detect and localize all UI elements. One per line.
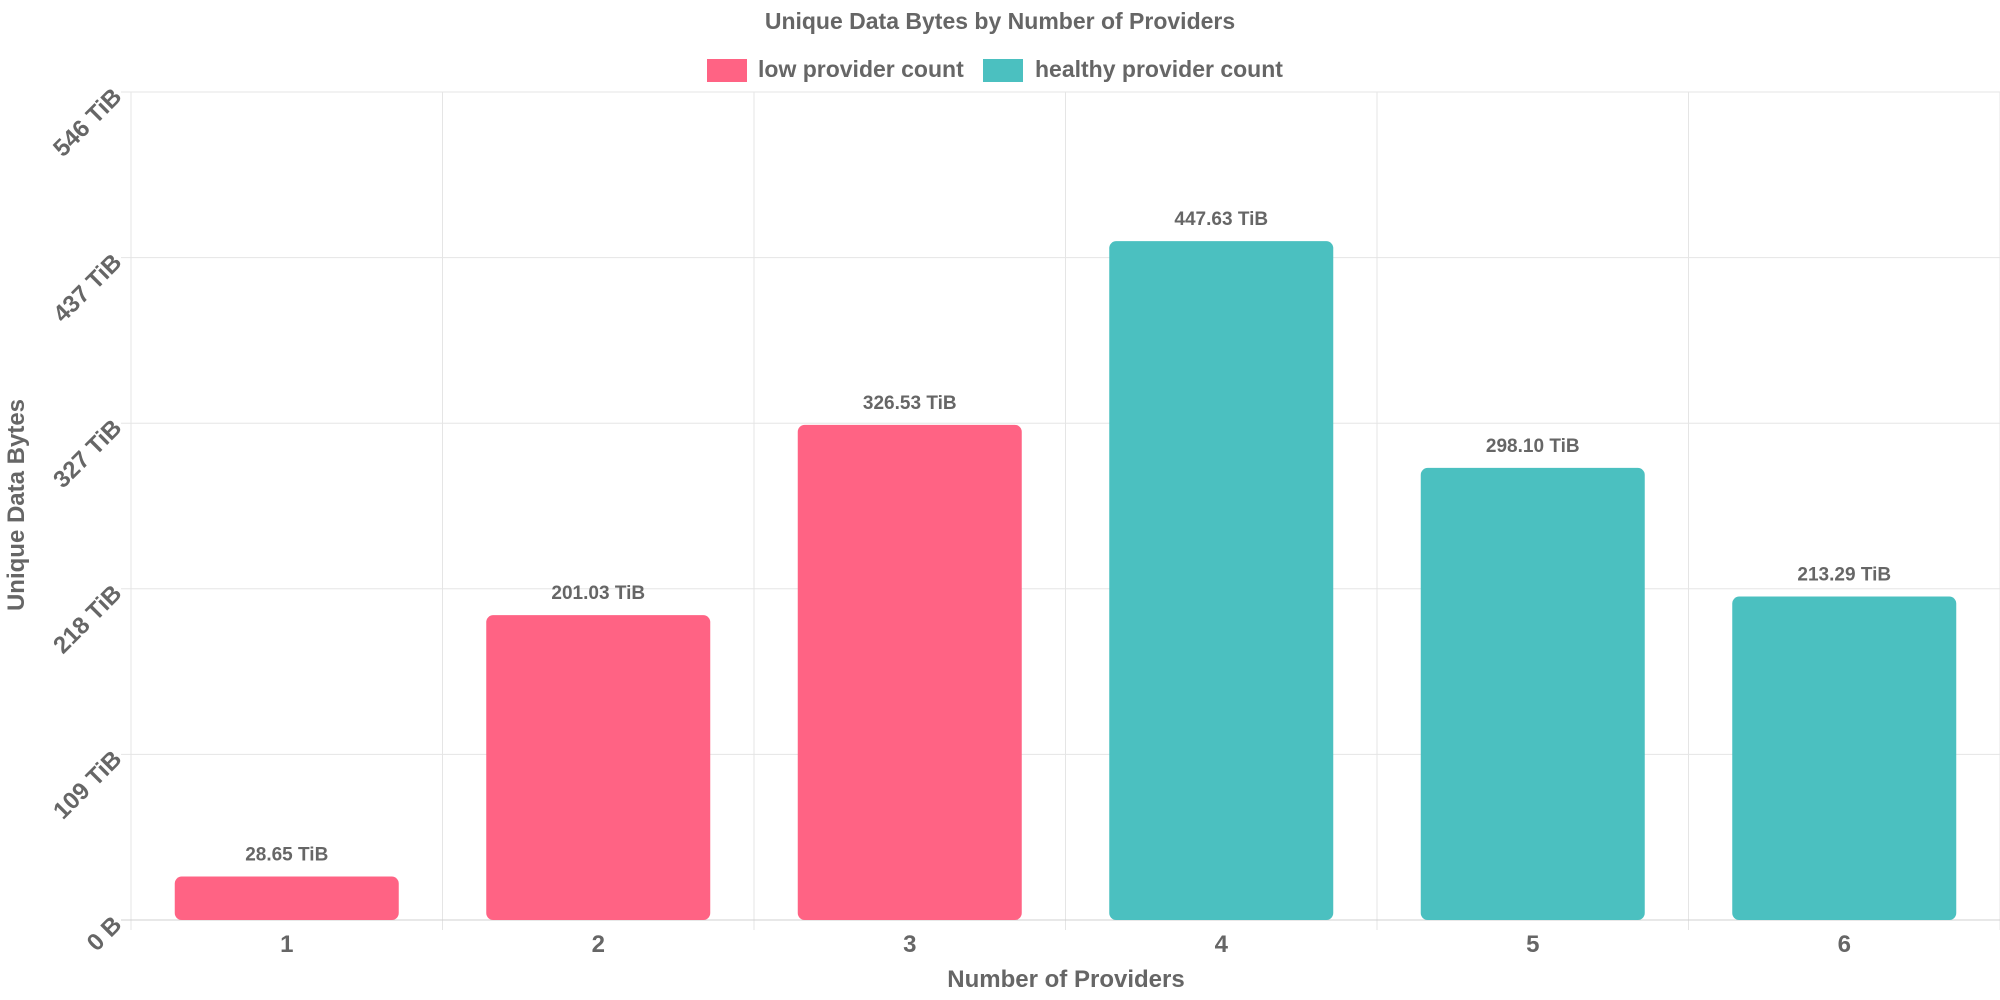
x-tick-label: 6 — [1838, 931, 1851, 958]
bar — [1732, 596, 1957, 920]
legend-swatch-low[interactable] — [707, 59, 747, 82]
legend-label-healthy[interactable]: healthy provider count — [1035, 56, 1283, 82]
x-tick-label: 4 — [1215, 931, 1229, 958]
data-label: 298.10 TiB — [1486, 436, 1580, 457]
y-tick-label: 437 TiB — [48, 249, 127, 328]
data-label: 201.03 TiB — [551, 583, 645, 604]
x-tick-label: 3 — [903, 931, 916, 958]
y-tick-labels: 0 B 109 TiB 218 TiB 327 TiB 437 TiB 546 TiB — [48, 83, 127, 957]
bars — [174, 241, 1957, 920]
y-axis-title: Unique Data Bytes — [3, 399, 30, 611]
y-tick-label: 0 B — [82, 911, 128, 957]
data-label: 28.65 TiB — [245, 845, 328, 866]
bar — [1109, 241, 1334, 920]
y-gridlines — [121, 91, 2000, 921]
data-label: 213.29 TiB — [1797, 565, 1891, 586]
data-labels: 28.65 TiB 201.03 TiB 326.53 TiB 447.63 TiB 2… — [245, 209, 1891, 865]
y-tick-label: 218 TiB — [48, 580, 127, 659]
legend: low provider count healthy provider coun… — [707, 56, 1283, 82]
bar — [174, 876, 399, 920]
data-label: 326.53 TiB — [863, 393, 957, 414]
data-label: 447.63 TiB — [1174, 209, 1268, 230]
y-tick-label: 327 TiB — [48, 414, 127, 493]
x-tick-label: 1 — [280, 931, 293, 958]
chart-title: Unique Data Bytes by Number of Providers — [765, 8, 1235, 34]
legend-swatch-healthy[interactable] — [983, 59, 1023, 82]
x-axis-title: Number of Providers — [947, 966, 1184, 993]
bar — [486, 615, 711, 920]
x-gridlines — [130, 92, 2000, 930]
y-tick-label: 546 TiB — [48, 83, 127, 162]
y-tick-label: 109 TiB — [48, 746, 127, 825]
bar — [797, 424, 1022, 920]
legend-label-low[interactable]: low provider count — [758, 56, 964, 82]
x-tick-labels: 1 2 3 4 5 6 — [280, 931, 1851, 958]
bar — [1420, 467, 1645, 920]
x-tick-label: 2 — [592, 931, 605, 958]
x-tick-label: 5 — [1526, 931, 1539, 958]
